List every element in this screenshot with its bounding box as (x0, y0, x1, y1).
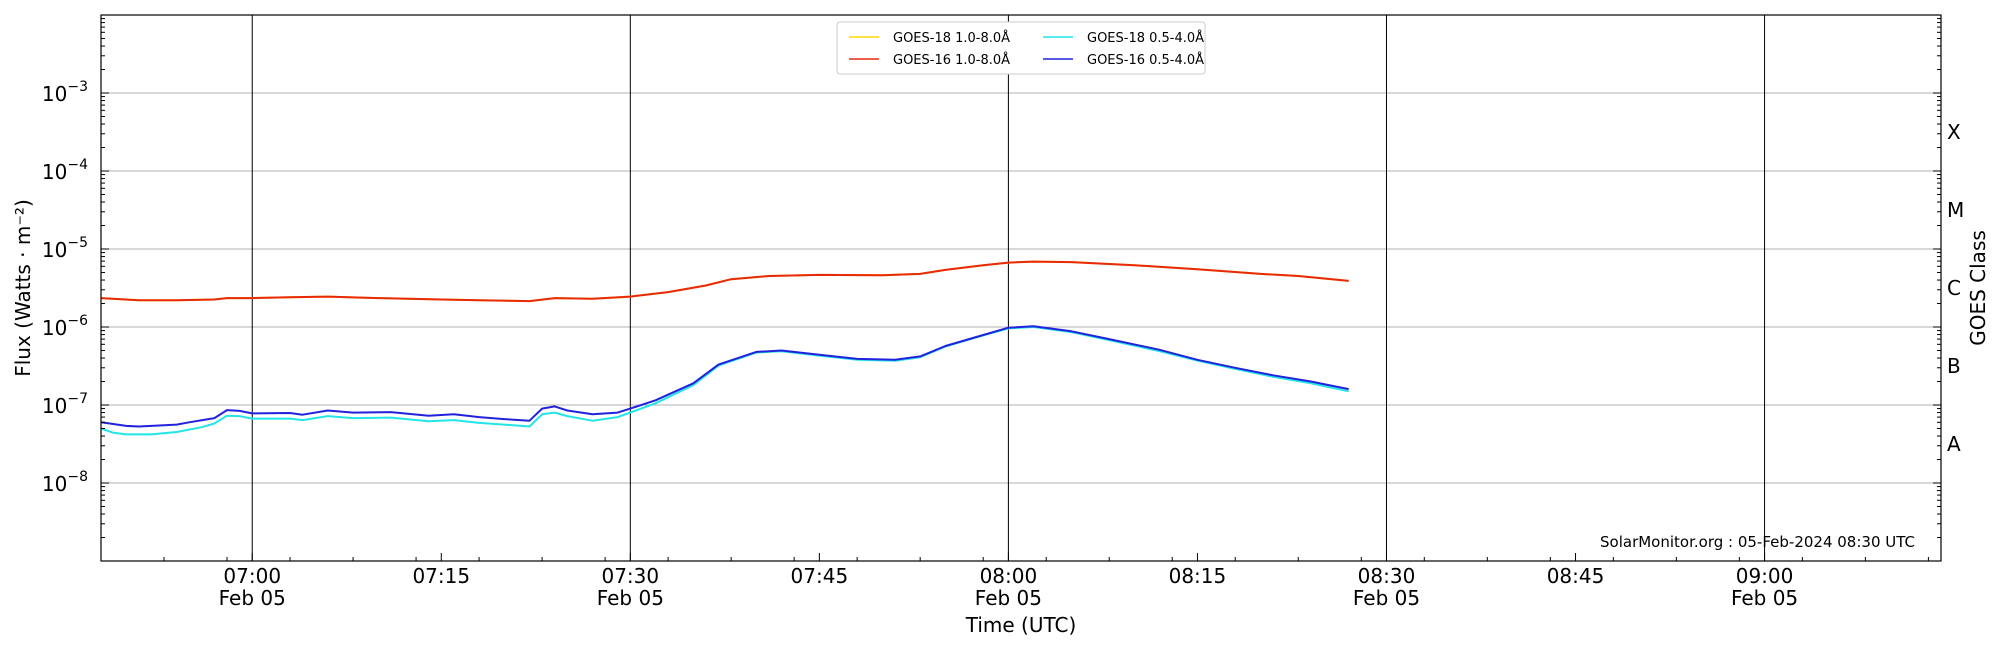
y-tick-label: 10−3 (42, 79, 88, 106)
y-axis-label: Flux (Watts · m⁻²) (11, 199, 35, 377)
x-tick-sublabel: Feb 05 (1731, 586, 1798, 610)
ticks (100, 18, 1941, 561)
x-tick-label: 09:00 (1736, 564, 1794, 588)
y-tick-label: 10−7 (42, 391, 88, 418)
x-tick-sublabel: Feb 05 (975, 586, 1042, 610)
goes-class-label: C (1947, 276, 1961, 300)
x-tick-label: 08:45 (1547, 564, 1605, 588)
grid (101, 15, 1941, 561)
series-line (100, 325, 1349, 428)
series-lines (100, 260, 1349, 436)
x-tick-label: 08:15 (1169, 564, 1227, 588)
legend-label: GOES-16 0.5-4.0Å (1087, 52, 1204, 68)
legend-box (836, 21, 1206, 75)
y-tick-label: 10−8 (42, 469, 88, 496)
series-line (100, 260, 1349, 303)
x-tick-sublabel: Feb 05 (597, 586, 664, 610)
x-tick-label: 08:30 (1358, 564, 1416, 588)
legend-label: GOES-18 1.0-8.0Å (893, 30, 1010, 46)
y-tick-label: 10−6 (42, 313, 88, 340)
x-tick-sublabel: Feb 05 (219, 586, 286, 610)
legend-label: GOES-16 1.0-8.0Å (893, 52, 1010, 68)
legend: GOES-18 1.0-8.0Å GOES-16 1.0-8.0Å GOES-18 … (836, 21, 1206, 75)
x-tick-label: 07:30 (601, 564, 659, 588)
x-tick-label: 07:15 (412, 564, 470, 588)
credit-annotation: SolarMonitor.org : 05-Feb-2024 08:30 UTC (1600, 533, 1915, 551)
plot-border (100, 14, 1942, 562)
x-tick-label: 07:00 (223, 564, 281, 588)
series-line (100, 326, 1349, 436)
y-axis-right-label: GOES Class (1966, 230, 1990, 346)
x-axis-label: Time (UTC) (965, 613, 1077, 637)
x-tick-sublabel: Feb 05 (1353, 586, 1420, 610)
goes-class-label: X (1947, 120, 1961, 144)
x-tick-label: 08:00 (980, 564, 1038, 588)
x-tick-label: 07:45 (791, 564, 849, 588)
goes-class-label: A (1947, 432, 1961, 456)
goes-class-label: M (1947, 198, 1964, 222)
y-tick-label: 10−4 (42, 157, 88, 184)
goes-class-label: B (1947, 354, 1961, 378)
y-tick-label: 10−5 (42, 235, 88, 262)
plot-frame (100, 14, 1942, 562)
legend-label: GOES-18 0.5-4.0Å (1087, 30, 1204, 46)
